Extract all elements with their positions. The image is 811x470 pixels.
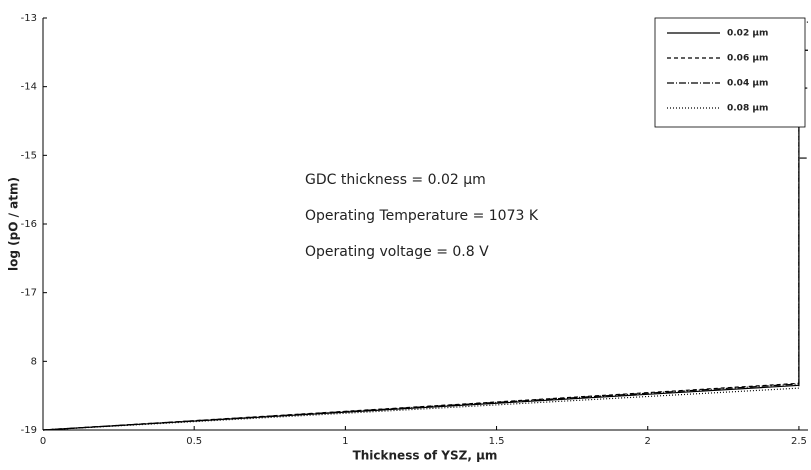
y-tick-label: -15 (21, 150, 37, 161)
annotation: GDC thickness = 0.02 µm (305, 172, 486, 188)
legend-label: 0.02 µm (727, 29, 768, 39)
x-tick-label: 2 (645, 436, 651, 447)
y-tick-label: -16 (21, 219, 37, 230)
legend-box (654, 17, 806, 128)
series-line (42, 21, 808, 431)
y-tick-label: -19 (21, 425, 37, 436)
x-axis-label: Thickness of YSZ, µm (353, 449, 498, 463)
series-line (42, 157, 808, 431)
y-tick-label: -17 (21, 288, 37, 299)
x-tick-label: 1.5 (489, 436, 505, 447)
legend-label: 0.04 µm (727, 79, 768, 89)
annotation: Operating Temperature = 1073 K (305, 208, 539, 224)
x-tick-label: 2.5 (791, 436, 807, 447)
x-tick-label: 1 (342, 436, 348, 447)
y-tick-label: -13 (21, 13, 37, 24)
x-tick-label: 0.5 (186, 436, 202, 447)
y-tick-label: 8 (31, 356, 37, 367)
legend-label: 0.08 µm (727, 104, 768, 114)
annotation: Operating voltage = 0.8 V (305, 244, 489, 260)
y-axis-label: log (pO / atm) (7, 177, 21, 271)
x-tick-label: 0 (40, 436, 46, 447)
legend-label: 0.06 µm (727, 54, 768, 64)
y-tick-label: -14 (21, 82, 37, 93)
